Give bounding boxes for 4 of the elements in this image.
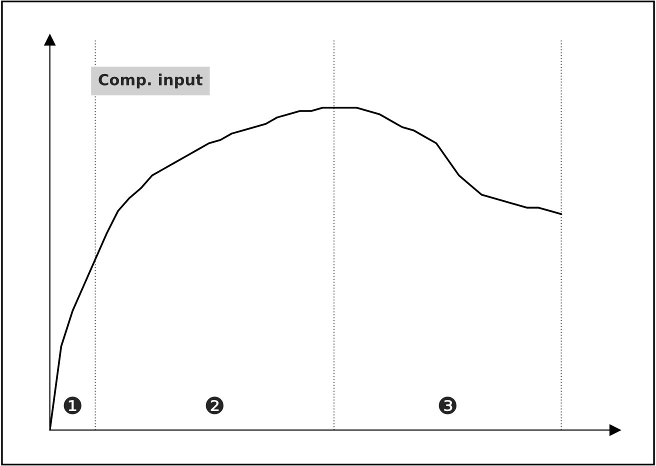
annotation: ❸ xyxy=(438,396,456,414)
text: Comp. input xyxy=(98,74,203,88)
annotation: ❷ xyxy=(206,396,224,414)
annotation: ❶ xyxy=(64,396,82,414)
